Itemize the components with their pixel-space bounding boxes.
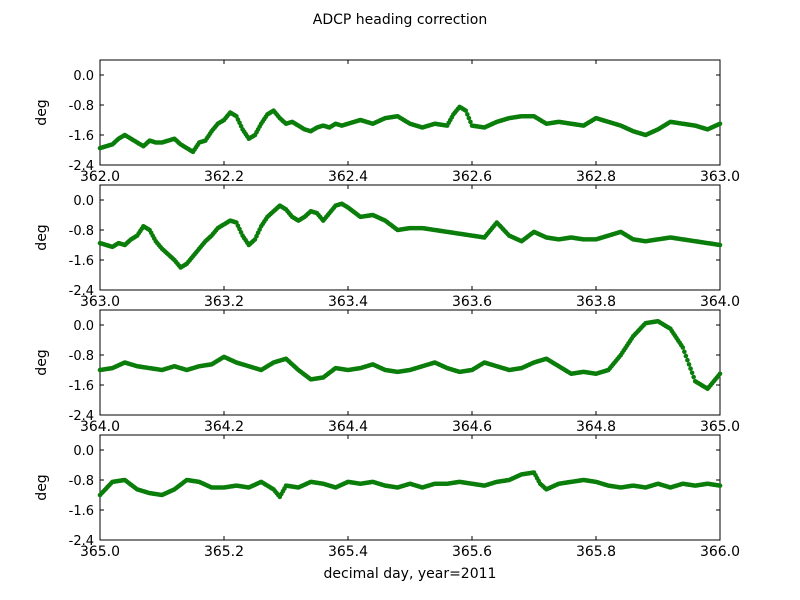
y-tick-label: -1.6 bbox=[69, 504, 94, 519]
y-tick-label: -0.8 bbox=[69, 99, 94, 114]
x-tick-label: 364.0 bbox=[700, 294, 740, 310]
data-point bbox=[465, 112, 470, 117]
x-tick-label: 363.2 bbox=[204, 294, 244, 310]
data-point bbox=[686, 362, 692, 367]
x-tick-label: 364.6 bbox=[452, 419, 492, 435]
x-tick-label: 362.8 bbox=[576, 169, 616, 185]
x-tick-label: 362.0 bbox=[80, 169, 120, 185]
figure-title: ADCP heading correction bbox=[313, 12, 487, 28]
data-series bbox=[97, 318, 723, 392]
data-point bbox=[683, 353, 689, 359]
x-tick-label: 363.0 bbox=[80, 294, 120, 310]
y-tick-label: -1.6 bbox=[69, 254, 94, 269]
data-point bbox=[685, 357, 690, 363]
data-point bbox=[468, 119, 473, 125]
y-tick-label: 0.0 bbox=[73, 69, 94, 84]
x-tick-label: 363.6 bbox=[452, 294, 492, 310]
data-point bbox=[689, 370, 695, 376]
data-point bbox=[717, 121, 723, 127]
x-tick-label: 365.2 bbox=[204, 544, 244, 560]
data-point bbox=[466, 115, 472, 121]
y-tick-label: -0.8 bbox=[69, 474, 94, 489]
x-tick-label: 365.4 bbox=[328, 544, 368, 560]
x-tick-label: 362.4 bbox=[328, 169, 368, 185]
plot-area-frame bbox=[99, 184, 721, 291]
x-tick-label: 364.2 bbox=[204, 419, 244, 435]
y-tick-label: 0.0 bbox=[73, 444, 94, 459]
data-series bbox=[97, 470, 723, 500]
data-point bbox=[680, 345, 686, 350]
x-tick-label: 365.6 bbox=[452, 544, 492, 560]
x-tick-label: 365.0 bbox=[80, 544, 120, 560]
data-point bbox=[717, 483, 723, 488]
data-point bbox=[688, 366, 693, 371]
y-tick-label: -2.4 bbox=[69, 534, 94, 549]
x-tick-label: 364.8 bbox=[576, 419, 616, 435]
x-tick-label: 365.8 bbox=[576, 544, 616, 560]
y-tick-label: -0.8 bbox=[69, 349, 94, 364]
plot-area-frame bbox=[99, 59, 721, 166]
y-axis-label: deg bbox=[34, 474, 50, 500]
y-axis-label: deg bbox=[34, 349, 50, 375]
data-point bbox=[717, 371, 723, 377]
x-tick-label: 363.8 bbox=[576, 294, 616, 310]
y-tick-label: -0.8 bbox=[69, 224, 94, 239]
plot-area-frame bbox=[99, 309, 721, 416]
y-tick-label: -1.6 bbox=[69, 129, 94, 144]
x-tick-label: 363.4 bbox=[328, 294, 368, 310]
x-tick-label: 366.0 bbox=[700, 544, 740, 560]
y-axis-label: deg bbox=[34, 99, 50, 125]
x-tick-label: 365.0 bbox=[700, 419, 740, 435]
data-point bbox=[717, 242, 723, 248]
x-tick-label: 363.0 bbox=[700, 169, 740, 185]
data-series bbox=[97, 201, 723, 270]
x-axis-label: decimal day, year=2011 bbox=[324, 566, 497, 582]
x-tick-label: 364.4 bbox=[328, 419, 368, 435]
data-point bbox=[682, 349, 687, 355]
x-tick-label: 362.2 bbox=[204, 169, 244, 185]
y-tick-label: -1.6 bbox=[69, 379, 94, 394]
y-axis-label: deg bbox=[34, 224, 50, 250]
y-tick-label: 0.0 bbox=[73, 319, 94, 334]
x-tick-label: 362.6 bbox=[452, 169, 492, 185]
data-point bbox=[463, 108, 469, 113]
y-tick-label: -2.4 bbox=[69, 409, 94, 424]
y-tick-label: 0.0 bbox=[73, 194, 94, 209]
data-series bbox=[97, 104, 723, 155]
y-tick-label: -2.4 bbox=[69, 159, 94, 174]
data-point bbox=[691, 374, 696, 380]
x-tick-label: 364.0 bbox=[80, 419, 120, 435]
y-tick-label: -2.4 bbox=[69, 284, 94, 299]
